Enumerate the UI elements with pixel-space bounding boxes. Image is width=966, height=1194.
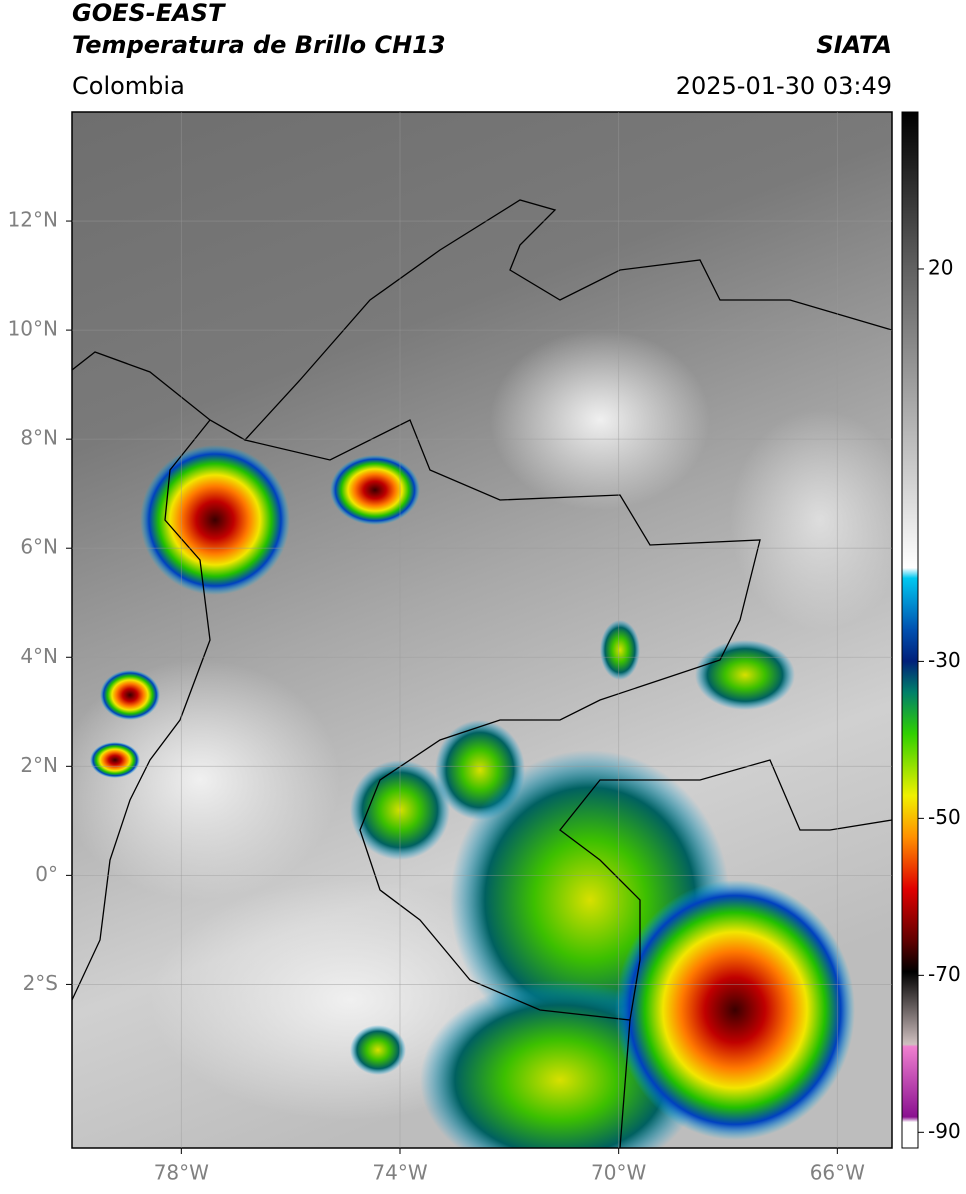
y-tick-label: 6°N (20, 535, 58, 559)
colorbar-tick-label: -30 (928, 648, 961, 672)
x-tick-label: 70°W (591, 1161, 646, 1185)
subtitle: Temperatura de Brillo CH13 (72, 31, 446, 59)
colorbar-tick-label: 20 (928, 255, 953, 279)
y-tick-label: 0° (35, 862, 58, 886)
x-tick-label: 78°W (154, 1161, 209, 1185)
y-tick-label: 2°N (20, 753, 58, 777)
timestamp: 2025-01-30 03:49 (676, 72, 892, 100)
map-frame (71, 111, 893, 1149)
colorbar-tick-label: -90 (928, 1119, 961, 1143)
y-tick-label: 8°N (20, 426, 58, 450)
colorbar-tick-label: -50 (928, 805, 961, 829)
x-tick-label: 74°W (372, 1161, 427, 1185)
title: GOES-EAST (72, 0, 226, 27)
x-tick-label: 66°W (810, 1161, 865, 1185)
y-tick-label: 4°N (20, 644, 58, 668)
colorbar (901, 111, 919, 1149)
source: SIATA (816, 31, 892, 59)
y-tick-label: 12°N (8, 208, 58, 232)
region: Colombia (72, 72, 185, 100)
satellite-image (72, 112, 892, 1148)
y-tick-label: 2°S (23, 971, 58, 995)
colorbar-tick-label: -70 (928, 962, 961, 986)
y-tick-label: 10°N (8, 317, 58, 341)
